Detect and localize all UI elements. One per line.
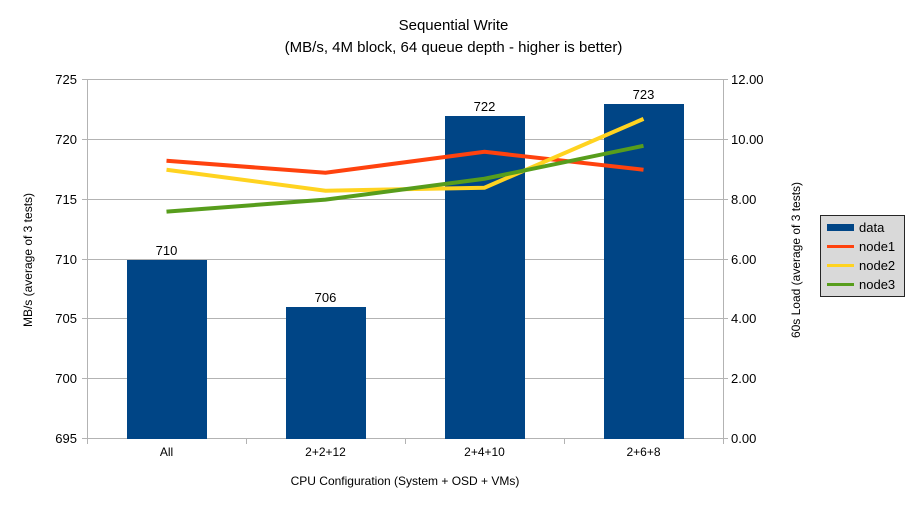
x-axis-tick xyxy=(405,439,406,444)
y-axis-left-tick-label: 695 xyxy=(55,431,77,446)
x-axis-tick xyxy=(246,439,247,444)
x-axis-category-label: 2+4+10 xyxy=(464,445,505,459)
legend-label: node1 xyxy=(859,239,896,254)
legend-line-swatch xyxy=(827,283,854,286)
legend-line-swatch xyxy=(827,264,854,267)
node2-line xyxy=(166,117,645,193)
bar-value-label: 706 xyxy=(314,290,337,306)
x-axis-tick xyxy=(564,439,565,444)
x-axis-category-label: 2+2+12 xyxy=(305,445,346,459)
x-axis-tick xyxy=(723,439,724,444)
y-axis-title-right: 60s Load (average of 3 tests) xyxy=(789,181,803,339)
x-axis-title: CPU Configuration (System + OSD + VMs) xyxy=(290,474,520,488)
y-left-tick xyxy=(82,79,87,80)
legend-item: node1 xyxy=(821,239,904,254)
legend-bar-swatch xyxy=(827,224,854,231)
legend-label: node2 xyxy=(859,258,896,273)
y-left-tick xyxy=(82,318,87,320)
y-axis-left-tick-label: 710 xyxy=(55,251,77,267)
gridline xyxy=(87,138,723,140)
y-right-tick xyxy=(723,258,728,260)
y-axis-line-right xyxy=(723,80,724,439)
y-axis-right-tick-label: 6.00 xyxy=(731,251,757,267)
gridline xyxy=(87,258,723,260)
y-axis-right-tick-label: 10.00 xyxy=(731,131,764,147)
y-left-tick xyxy=(82,438,87,439)
bar-value-label: 710 xyxy=(155,242,178,258)
y-right-tick xyxy=(723,318,728,320)
legend: data node1 node2 node3 xyxy=(820,215,905,297)
gridline xyxy=(87,318,723,320)
y-right-tick xyxy=(723,438,728,439)
legend-item: node3 xyxy=(821,277,904,292)
line-plot-layer xyxy=(166,117,645,214)
y-left-tick xyxy=(82,378,87,380)
legend-item: data xyxy=(821,220,904,235)
legend-item: node2 xyxy=(821,258,904,273)
legend-label: data xyxy=(859,220,885,235)
bar-value-label: 722 xyxy=(473,98,496,114)
y-left-tick xyxy=(82,198,87,200)
y-axis-left-tick-label: 705 xyxy=(55,311,77,327)
y-left-tick xyxy=(82,138,87,140)
legend-label: node3 xyxy=(859,277,896,292)
y-right-tick xyxy=(723,79,728,80)
y-axis-left-tick-label: 725 xyxy=(55,72,77,87)
y-axis-right-tick-label: 0.00 xyxy=(731,431,757,446)
bar-value-label: 723 xyxy=(632,86,655,102)
y-right-tick xyxy=(723,378,728,380)
legend-line-swatch xyxy=(827,245,854,248)
bar xyxy=(126,259,207,439)
bar xyxy=(285,307,366,439)
y-axis-left-tick-label: 715 xyxy=(55,191,77,207)
bar xyxy=(603,103,684,439)
gridline xyxy=(87,79,723,80)
chart-title: Sequential Write xyxy=(398,17,509,34)
bar xyxy=(444,115,525,439)
y-axis-right-tick-label: 4.00 xyxy=(731,311,757,327)
chart-subtitle: (MB/s, 4M block, 64 queue depth - higher… xyxy=(284,39,623,56)
node3-line xyxy=(166,143,644,214)
y-axis-right-tick-label: 2.00 xyxy=(731,371,757,387)
x-axis-category-label: All xyxy=(159,445,174,459)
y-axis-right-tick-label: 8.00 xyxy=(731,191,757,207)
x-axis-tick xyxy=(87,439,88,444)
x-axis-category-label: 2+6+8 xyxy=(626,445,661,459)
y-axis-left-tick-label: 720 xyxy=(55,131,77,147)
y-right-tick xyxy=(723,198,728,200)
gridline xyxy=(87,378,723,380)
gridline xyxy=(87,198,723,200)
y-right-tick xyxy=(723,138,728,140)
y-axis-right-tick-label: 12.00 xyxy=(731,72,764,87)
y-left-tick xyxy=(82,258,87,260)
y-axis-line-left xyxy=(87,80,88,439)
x-axis-line xyxy=(87,438,723,439)
y-axis-left-tick-label: 700 xyxy=(55,371,77,387)
